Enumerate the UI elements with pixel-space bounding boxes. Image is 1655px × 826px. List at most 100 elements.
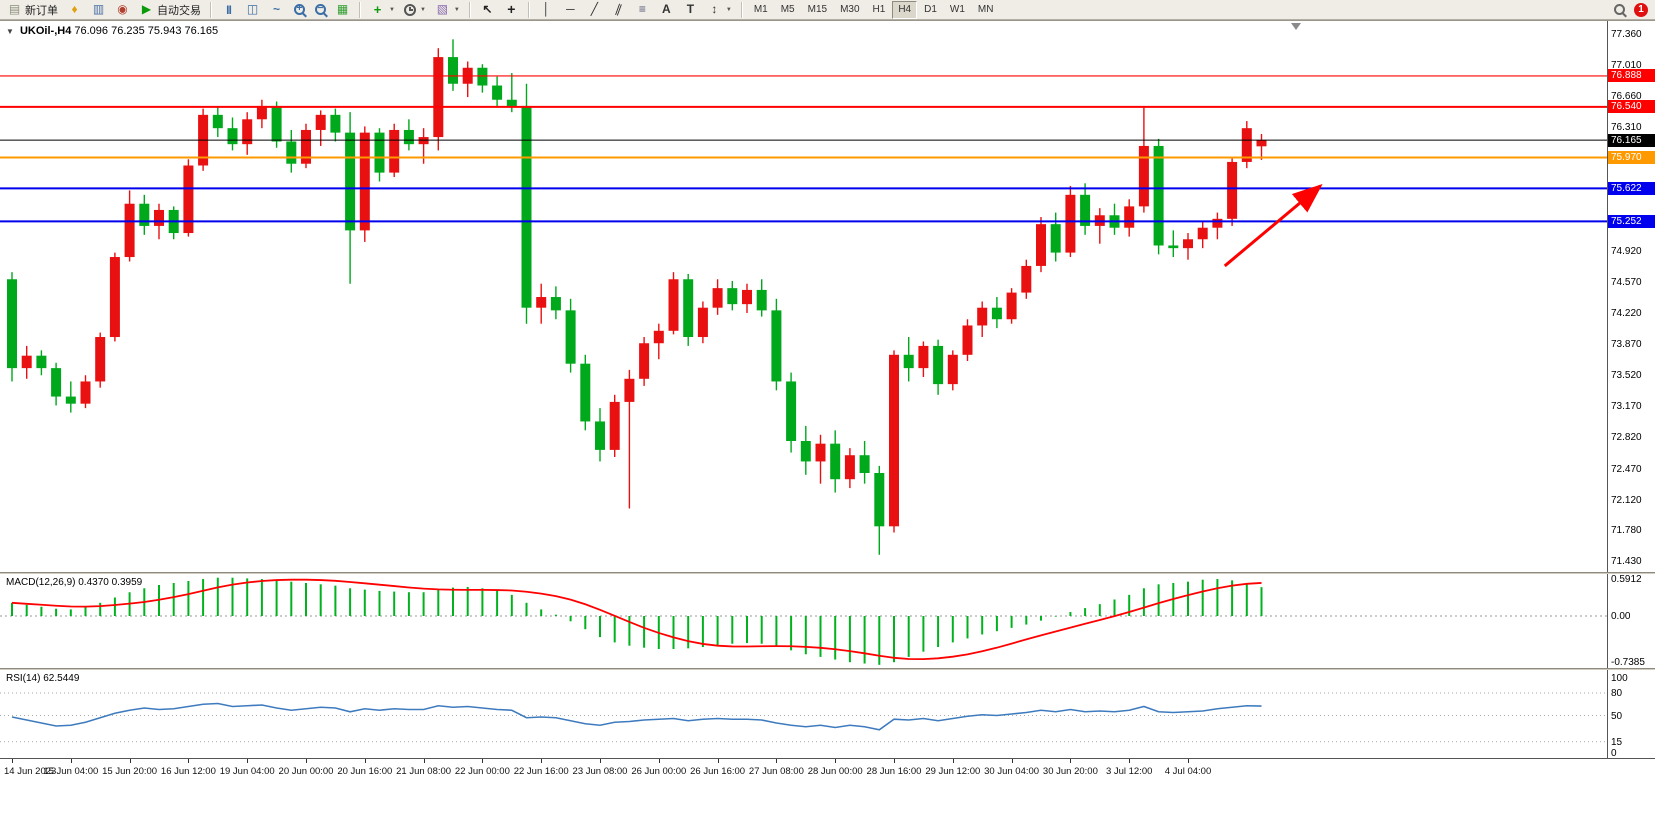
alerts-button[interactable]: ◉ (111, 1, 134, 19)
time-axis-tick (776, 759, 778, 763)
candle-body (95, 337, 106, 382)
chart-bars-button[interactable]: ||| (217, 1, 240, 19)
chart-line-button[interactable]: ~ (265, 1, 288, 19)
rsi-axis-label: 0 (1611, 748, 1617, 759)
search-button[interactable] (1609, 1, 1629, 19)
time-axis-tick (835, 759, 837, 763)
pane-splitter[interactable] (0, 572, 1655, 574)
rsi-axis[interactable]: 100 80 50 15 0 (1607, 670, 1655, 759)
rsi-svg[interactable] (0, 670, 1607, 758)
timeframe-button-d1[interactable]: D1 (918, 1, 943, 19)
time-axis-label: 29 Jun 12:00 (925, 766, 981, 777)
autotrade-button[interactable]: ▶ 自动交易 (135, 1, 205, 19)
candle-body (565, 310, 576, 364)
time-axis[interactable]: 14 Jun 2023 15 Jun 04:00 15 Jun 20:00 16 Ju… (0, 758, 1655, 780)
new-order-button[interactable]: ▤ 新订单 (3, 1, 62, 19)
price-axis-label: 74.220 (1611, 308, 1642, 320)
price-tag-75.970: 75.970 (1608, 151, 1655, 164)
collapse-icon[interactable]: ▼ (6, 27, 14, 36)
fibonacci-button[interactable]: ≡ (631, 1, 654, 19)
timeframe-button-m30[interactable]: M30 (834, 1, 865, 19)
timeframe-button-m5[interactable]: M5 (775, 1, 801, 19)
pane-splitter[interactable] (0, 668, 1655, 670)
candle-body (874, 472, 885, 527)
macd-axis[interactable]: 0.5912 0.00 -0.7385 (1607, 574, 1655, 668)
candle-body (65, 396, 76, 404)
candle-body (271, 105, 282, 142)
price-axis[interactable]: 77.360 77.010 76.660 76.310 74.920 74.570 74.2… (1607, 21, 1655, 572)
candle-body (1227, 161, 1238, 219)
zoom-out-button[interactable]: − (310, 1, 330, 19)
time-axis-label: 30 Jun 20:00 (1042, 766, 1098, 777)
price-axis-label: 72.470 (1611, 463, 1642, 475)
time-axis-tick (364, 759, 366, 763)
candle-body (595, 421, 605, 450)
text-button[interactable]: A (655, 1, 678, 19)
horizontal-line-button[interactable]: ─ (559, 1, 582, 19)
zoom-in-icon: + (293, 3, 305, 15)
periods-clock-icon (403, 3, 416, 16)
candle-body (1036, 224, 1046, 266)
main-chart-svg[interactable] (0, 21, 1607, 572)
tile-windows-button[interactable]: ▦ (331, 1, 354, 19)
timeframe-button-m1[interactable]: M1 (748, 1, 774, 19)
trend-arrow-annotation[interactable] (1223, 184, 1323, 268)
time-axis-tick (658, 759, 660, 763)
chart-shift-marker[interactable] (1291, 23, 1301, 30)
candle-body (403, 129, 414, 145)
time-axis-label: 20 Jun 16:00 (337, 766, 393, 777)
timeframe-button-h4[interactable]: H4 (892, 0, 918, 19)
candle-body (962, 325, 973, 355)
time-axis-tick (188, 759, 190, 763)
rsi-axis-label: 50 (1611, 710, 1623, 722)
crosshair-button[interactable]: + (500, 1, 523, 19)
arrows-button[interactable]: ↕ ▼ (703, 1, 736, 19)
timeframe-button-m15[interactable]: M15 (802, 1, 833, 19)
price-axis-label: 76.660 (1611, 91, 1642, 103)
time-axis-tick (1188, 759, 1189, 763)
candle-body (918, 345, 929, 369)
timeframe-button-mn[interactable]: MN (972, 1, 1000, 19)
cursor-icon: ↖ (482, 2, 493, 16)
arrows-icon: ↕ (711, 2, 718, 16)
main-chart-pane[interactable]: ▼ UKOil-,H4 76.096 76.235 75.943 76.165 (0, 21, 1607, 572)
periods-button[interactable]: ▼ (400, 1, 430, 19)
timeframe-button-w1[interactable]: W1 (944, 1, 971, 19)
market-watch-button[interactable]: ▥ (87, 1, 110, 19)
notification-badge[interactable]: 1 (1634, 2, 1648, 17)
cursor-button[interactable]: ↖ (476, 1, 499, 19)
candle-body (36, 355, 47, 369)
candle-body (712, 288, 723, 308)
chart-candles-button[interactable]: ◫ (241, 1, 264, 19)
time-axis-label: 4 Jul 04:00 (1164, 766, 1212, 777)
macd-pane[interactable]: MACD(12,26,9) 0.4370 0.3959 (0, 574, 1607, 668)
templates-button[interactable]: ▧ ▼ (431, 1, 464, 19)
toolbar-separator (468, 1, 471, 18)
candle-body (830, 443, 841, 480)
macd-svg[interactable] (0, 574, 1607, 668)
expert-advisors-button[interactable]: ♦ (63, 1, 86, 19)
zoom-out-icon: − (314, 3, 326, 15)
time-axis-tick (600, 759, 601, 763)
candle-body (124, 203, 135, 258)
candle-body (154, 209, 164, 226)
indicators-button[interactable]: + ▼ (366, 1, 399, 19)
candle-body (889, 354, 899, 527)
candle-body (771, 310, 782, 382)
text-label-button[interactable]: T (679, 1, 702, 19)
time-axis-tick (952, 759, 954, 763)
toolbar-separator (210, 1, 212, 18)
crosshair-icon: + (507, 1, 516, 17)
time-axis-tick (541, 759, 543, 763)
candle-body (521, 105, 532, 308)
time-axis-tick (1070, 759, 1072, 763)
rsi-pane[interactable]: RSI(14) 62.5449 (0, 670, 1607, 758)
candle-body (433, 57, 444, 138)
channel-button[interactable]: ∥ (607, 1, 630, 19)
timeframe-button-h1[interactable]: H1 (867, 1, 892, 19)
vertical-line-button[interactable]: │ (535, 1, 558, 19)
time-axis-tick (1129, 759, 1131, 763)
zoom-in-button[interactable]: + (289, 1, 309, 19)
chevron-down-icon: ▼ (419, 6, 426, 13)
trendline-button[interactable]: ╱ (583, 1, 606, 19)
